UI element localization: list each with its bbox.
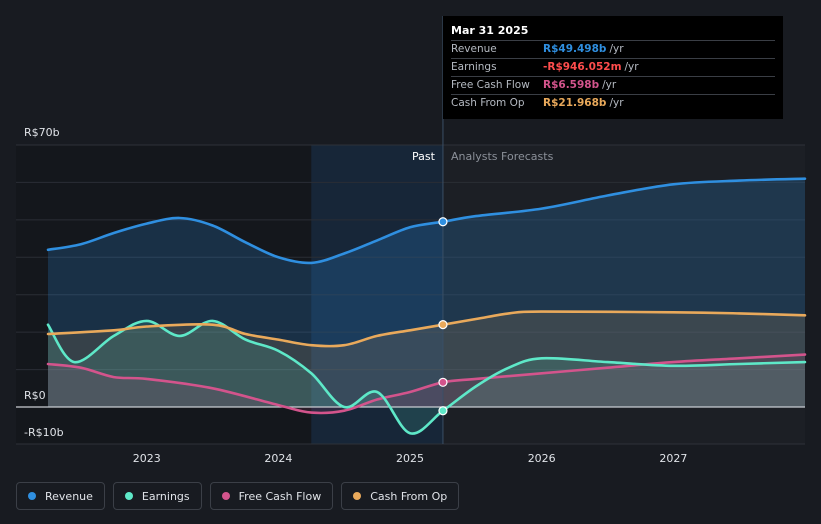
legend-dot-icon: [353, 492, 362, 500]
area-revenue: [48, 178, 805, 407]
tooltip-value: R$49.498b: [543, 43, 607, 55]
tooltip-unit: /yr: [624, 61, 639, 73]
legend: Revenue Earnings Free Cash Flow Cash Fro…: [16, 482, 460, 510]
area-earnings: [48, 320, 805, 434]
legend-item-cash-from-op[interactable]: Cash From Op: [341, 482, 460, 510]
x-tick-label: 2023: [133, 452, 161, 465]
series-line-earnings: [46, 319, 807, 435]
tooltip-value: R$6.598b: [543, 79, 600, 91]
area-free-cash-flow: [48, 354, 805, 414]
tooltip: Mar 31 2025 Revenue R$49.498b /yr Earnin…: [443, 16, 783, 119]
marker-free-cash-flow: [438, 377, 448, 387]
y-tick-label: R$0: [24, 389, 46, 402]
legend-label: Free Cash Flow: [238, 489, 322, 503]
forecast-label: Analysts Forecasts: [451, 150, 554, 163]
legend-dot-icon: [28, 492, 36, 500]
tooltip-label: Revenue: [451, 43, 497, 55]
legend-label: Revenue: [45, 489, 93, 503]
past-label: Past: [412, 150, 436, 163]
tooltip-label: Earnings: [451, 61, 497, 73]
legend-item-revenue[interactable]: Revenue: [16, 482, 105, 510]
legend-dot-icon: [124, 492, 133, 500]
tooltip-unit: /yr: [609, 97, 624, 109]
y-tick-label: -R$10b: [24, 426, 64, 439]
tooltip-row-revenue: Revenue R$49.498b /yr: [451, 41, 775, 59]
x-tick-label: 2027: [659, 452, 687, 465]
tooltip-unit: /yr: [609, 43, 624, 55]
series-line-revenue: [46, 177, 807, 265]
x-tick-label: 2024: [264, 452, 292, 465]
tooltip-label: Free Cash Flow: [451, 79, 530, 91]
tooltip-row-earnings: Earnings -R$946.052m /yr: [451, 59, 775, 77]
legend-item-free-cash-flow[interactable]: Free Cash Flow: [209, 482, 334, 510]
series-line-cash-from-op: [46, 310, 807, 348]
legend-label: Cash From Op: [370, 489, 448, 503]
tooltip-row-cash-from-op: Cash From Op R$21.968b /yr: [451, 95, 775, 112]
x-tick-label: 2026: [528, 452, 556, 465]
x-tick-label: 2025: [396, 452, 424, 465]
tooltip-label: Cash From Op: [451, 97, 525, 109]
tooltip-unit: /yr: [602, 79, 617, 91]
y-tick-label: R$70b: [24, 126, 60, 139]
marker-cash-from-op: [438, 320, 448, 330]
marker-earnings: [438, 406, 448, 416]
tooltip-date: Mar 31 2025: [451, 22, 775, 41]
tooltip-row-free-cash-flow: Free Cash Flow R$6.598b /yr: [451, 77, 775, 95]
marker-revenue: [438, 217, 448, 227]
tooltip-value: R$21.968b: [543, 97, 607, 109]
tooltip-value: -R$946.052m: [543, 61, 622, 73]
legend-dot-icon: [221, 492, 230, 500]
legend-label: Earnings: [141, 489, 190, 503]
legend-item-earnings[interactable]: Earnings: [112, 482, 202, 510]
